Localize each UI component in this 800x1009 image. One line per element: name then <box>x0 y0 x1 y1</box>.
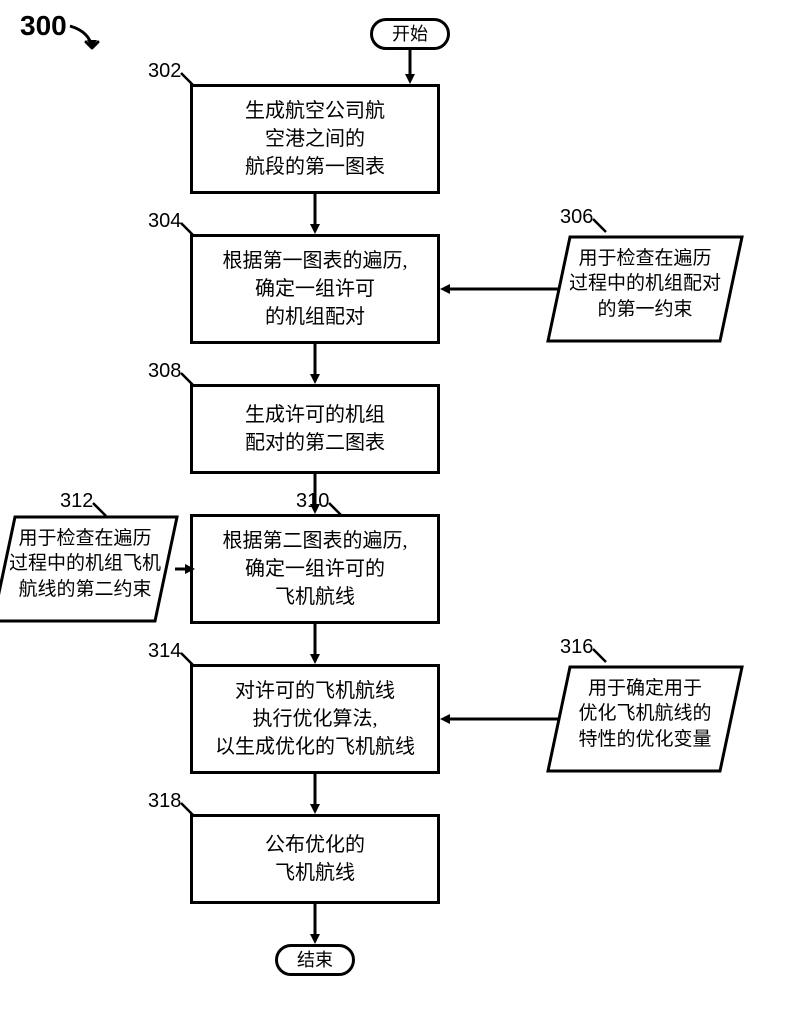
figure-ref-arrow-icon <box>68 24 98 54</box>
process-310-line3: 飞机航线 <box>197 583 433 611</box>
tag-308: 308 <box>148 360 181 383</box>
tag-314: 314 <box>148 640 181 663</box>
data-312-line3: 航线的第二约束 <box>8 577 162 603</box>
arrow-304-to-308 <box>310 344 320 384</box>
process-310-line2: 确定一组许可的 <box>197 555 433 583</box>
process-308: 生成许可的机组 配对的第二图表 <box>190 384 440 474</box>
data-316-line1: 用于确定用于 <box>565 676 725 702</box>
tag-tick-316 <box>590 646 610 666</box>
arrow-312-to-310 <box>175 564 195 574</box>
process-302-line3: 航段的第一图表 <box>197 153 433 181</box>
process-304-line2: 确定一组许可 <box>197 275 433 303</box>
tag-304: 304 <box>148 210 181 233</box>
tag-tick-306 <box>590 216 610 236</box>
data-316: 用于确定用于 优化飞机航线的 特性的优化变量 <box>545 664 745 764</box>
arrow-306-to-304 <box>440 284 560 294</box>
process-302: 生成航空公司航 空港之间的 航段的第一图表 <box>190 84 440 194</box>
process-302-line2: 空港之间的 <box>197 125 433 153</box>
process-308-line2: 配对的第二图表 <box>197 429 433 457</box>
data-316-line3: 特性的优化变量 <box>565 727 725 753</box>
process-310-line1: 根据第二图表的遍历, <box>197 527 433 555</box>
terminal-start: 开始 <box>370 18 450 50</box>
process-304-line3: 的机组配对 <box>197 303 433 331</box>
data-306-line3: 的第一约束 <box>565 297 725 323</box>
tag-316: 316 <box>560 636 593 659</box>
tag-318: 318 <box>148 790 181 813</box>
process-318-line1: 公布优化的 <box>197 831 433 859</box>
data-312: 用于检查在遍历 过程中的机组飞机 航线的第二约束 <box>0 514 180 614</box>
tag-302: 302 <box>148 60 181 83</box>
data-306-line2: 过程中的机组配对 <box>565 271 725 297</box>
process-318: 公布优化的 飞机航线 <box>190 814 440 904</box>
data-316-line2: 优化飞机航线的 <box>565 701 725 727</box>
data-312-line1: 用于检查在遍历 <box>8 526 162 552</box>
process-318-line2: 飞机航线 <box>197 859 433 887</box>
flowchart-canvas: 300 开始 302 生成航空公司航 空港之间的 航段的第一图表 304 根据第… <box>0 0 800 1009</box>
process-308-line1: 生成许可的机组 <box>197 401 433 429</box>
tag-310: 310 <box>296 490 329 513</box>
terminal-end: 结束 <box>275 944 355 976</box>
tag-312: 312 <box>60 490 93 513</box>
terminal-start-label: 开始 <box>392 24 428 44</box>
process-302-line1: 生成航空公司航 <box>197 97 433 125</box>
process-314-line1: 对许可的飞机航线 <box>197 677 433 705</box>
process-304-line1: 根据第一图表的遍历, <box>197 247 433 275</box>
figure-ref: 300 <box>20 10 67 42</box>
arrow-310-to-314 <box>310 624 320 664</box>
terminal-end-label: 结束 <box>297 950 333 970</box>
process-314-line3: 以生成优化的飞机航线 <box>197 733 433 761</box>
data-312-line2: 过程中的机组飞机 <box>8 551 162 577</box>
process-304: 根据第一图表的遍历, 确定一组许可 的机组配对 <box>190 234 440 344</box>
arrow-316-to-314 <box>440 714 560 724</box>
data-306-line1: 用于检查在遍历 <box>565 246 725 272</box>
arrow-start-to-302 <box>405 50 415 84</box>
arrow-302-to-304 <box>310 194 320 234</box>
process-310: 根据第二图表的遍历, 确定一组许可的 飞机航线 <box>190 514 440 624</box>
data-306: 用于检查在遍历 过程中的机组配对 的第一约束 <box>545 234 745 334</box>
tag-306: 306 <box>560 206 593 229</box>
arrow-318-to-end <box>310 904 320 944</box>
process-314-line2: 执行优化算法, <box>197 705 433 733</box>
process-314: 对许可的飞机航线 执行优化算法, 以生成优化的飞机航线 <box>190 664 440 774</box>
arrow-314-to-318 <box>310 774 320 814</box>
